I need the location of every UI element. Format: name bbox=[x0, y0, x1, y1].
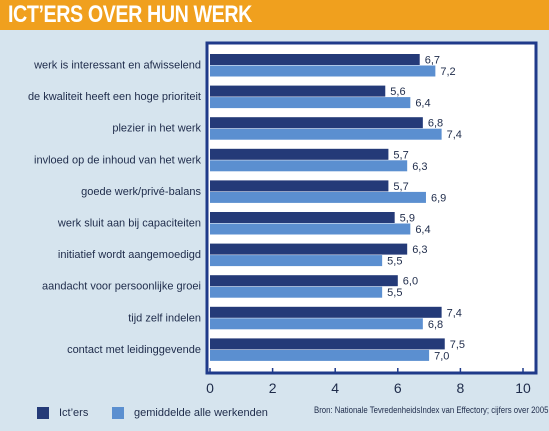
category-label: werk sluit aan bij capaciteiten bbox=[57, 218, 201, 230]
source-note: Bron: Nationale TevredenheidsIndex van E… bbox=[314, 405, 549, 416]
data-label: 5,5 bbox=[387, 287, 402, 299]
x-tick-label: 4 bbox=[331, 380, 339, 396]
bar bbox=[210, 117, 423, 129]
data-label: 6,4 bbox=[415, 98, 430, 110]
data-label: 6,0 bbox=[403, 276, 418, 288]
data-label: 7,4 bbox=[447, 307, 462, 319]
x-tick-label: 0 bbox=[206, 380, 214, 396]
bar bbox=[210, 191, 426, 203]
bar bbox=[210, 318, 423, 330]
data-label: 7,2 bbox=[440, 66, 455, 78]
category-label: werk is interessant en afwisselend bbox=[33, 60, 201, 72]
category-label: tijd zelf indelen bbox=[128, 312, 201, 324]
data-label: 5,7 bbox=[393, 181, 408, 193]
bar bbox=[210, 85, 386, 97]
data-label: 5,7 bbox=[393, 149, 408, 161]
data-label: 6,3 bbox=[412, 161, 427, 173]
data-label: 7,0 bbox=[434, 350, 449, 362]
bar bbox=[210, 212, 395, 223]
data-label: 6,8 bbox=[428, 319, 443, 331]
legend-item-average: gemiddelde alle werkenden bbox=[112, 404, 268, 422]
data-label: 6,3 bbox=[412, 244, 427, 256]
bar bbox=[210, 223, 411, 235]
legend-label-average: gemiddelde alle werkenden bbox=[134, 407, 268, 419]
bar bbox=[210, 286, 383, 298]
legend-swatch-icters bbox=[37, 407, 49, 419]
data-label: 7,5 bbox=[450, 339, 465, 351]
category-label: initiatief wordt aangemoedigd bbox=[58, 249, 201, 261]
bar bbox=[210, 97, 411, 109]
data-label: 5,6 bbox=[390, 86, 405, 98]
bar bbox=[210, 148, 389, 160]
bar bbox=[210, 349, 430, 361]
data-label: 5,9 bbox=[400, 213, 415, 225]
category-label: contact met leidinggevende bbox=[67, 344, 201, 356]
category-label: goede werk/privé-balans bbox=[81, 186, 201, 198]
bar bbox=[210, 180, 389, 192]
legend-swatch-average bbox=[112, 407, 124, 419]
bar bbox=[210, 255, 383, 267]
data-label: 6,4 bbox=[415, 224, 430, 236]
bar bbox=[210, 54, 420, 65]
bar bbox=[210, 338, 445, 350]
category-label: invloed op de inhoud van het werk bbox=[34, 154, 201, 166]
category-label: plezier in het werk bbox=[112, 123, 201, 135]
category-label: aandacht voor persoonlijke groei bbox=[42, 281, 201, 293]
category-label: de kwaliteit heeft een hoge prioriteit bbox=[28, 91, 201, 103]
legend-item-icters: Ict’ers bbox=[37, 404, 88, 422]
x-tick-label: 2 bbox=[269, 380, 277, 396]
x-tick-label: 8 bbox=[457, 380, 465, 396]
data-label: 6,7 bbox=[425, 55, 440, 67]
bar bbox=[210, 65, 436, 77]
bar bbox=[210, 128, 442, 140]
header-bar: ICT’ERS OVER HUN WERK bbox=[0, 0, 549, 30]
x-tick-label: 10 bbox=[515, 380, 531, 396]
bar bbox=[210, 243, 408, 255]
data-label: 6,8 bbox=[428, 118, 443, 130]
data-label: 6,9 bbox=[431, 192, 446, 204]
bar bbox=[210, 275, 398, 287]
chart-title: ICT’ERS OVER HUN WERK bbox=[8, 1, 252, 28]
bar bbox=[210, 306, 442, 318]
bar bbox=[210, 160, 408, 172]
legend-label-icters: Ict’ers bbox=[59, 407, 89, 419]
data-label: 5,5 bbox=[387, 256, 402, 268]
x-tick-label: 6 bbox=[394, 380, 402, 396]
data-label: 7,4 bbox=[447, 129, 462, 141]
